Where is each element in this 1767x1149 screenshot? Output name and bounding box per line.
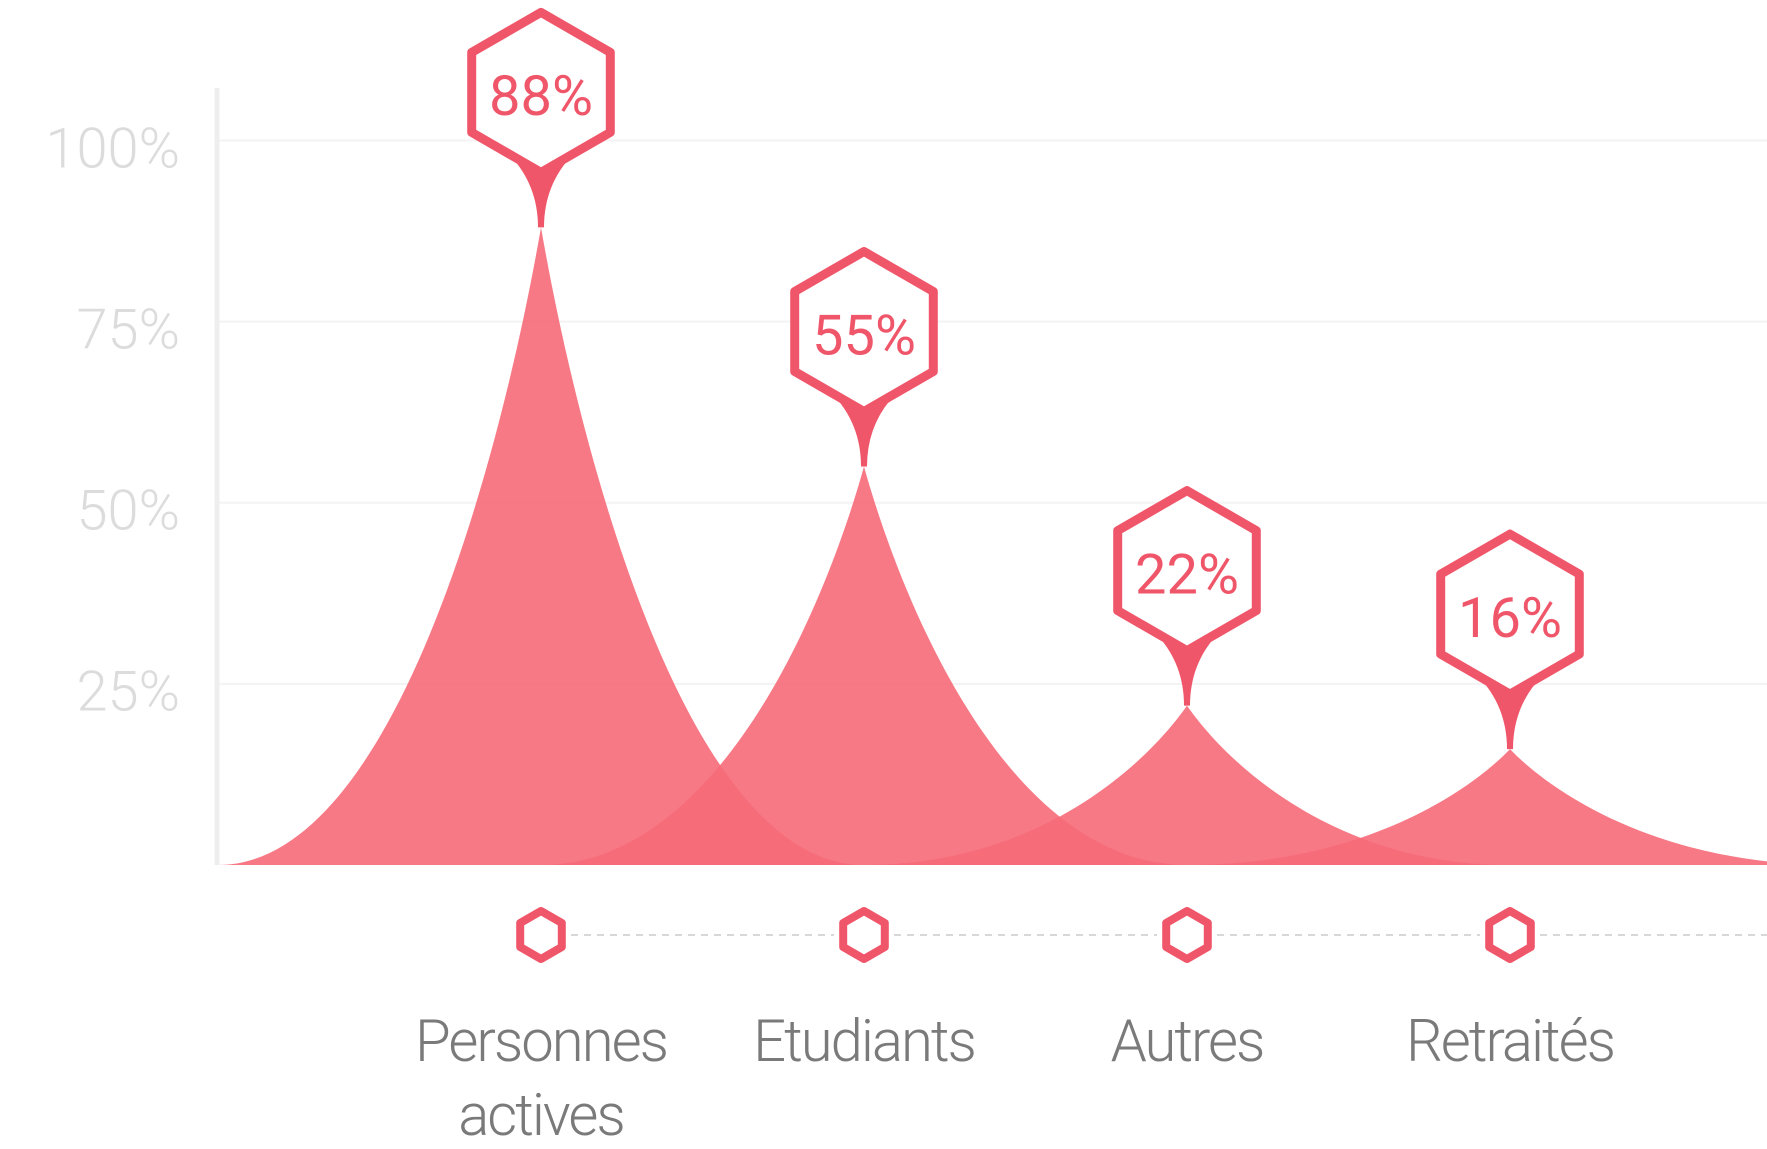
value-label: 88%: [489, 63, 593, 129]
badge: [1113, 486, 1261, 656]
value-label: 55%: [812, 302, 916, 368]
spike: [218, 227, 864, 865]
y-tick-label: 75%: [76, 296, 180, 362]
y-tick-label: 25%: [76, 659, 180, 725]
badge: [790, 247, 938, 416]
x-tick-label: Etudiants: [753, 1008, 977, 1076]
value-label: 22%: [1135, 541, 1239, 607]
badge-neck: [832, 393, 896, 467]
spike: [864, 705, 1510, 865]
badge-neck: [509, 154, 573, 228]
y-tick-label: 50%: [76, 478, 180, 544]
x-tick-label: Retraités: [1405, 1008, 1616, 1076]
x-tick-label: Autres: [1110, 1008, 1266, 1076]
y-tick-label: 100%: [45, 115, 180, 181]
x-tick-label: Personnes actives: [415, 1008, 669, 1149]
spike: [541, 466, 1187, 865]
category-marker: [516, 907, 566, 963]
category-marker: [839, 907, 889, 963]
category-marker: [1485, 907, 1535, 963]
category-marker: [1162, 907, 1212, 963]
badge-neck: [1155, 632, 1219, 706]
badge: [1436, 529, 1584, 699]
badge-neck: [1478, 676, 1542, 750]
value-label: 16%: [1458, 585, 1562, 651]
badge: [467, 7, 615, 177]
spike: [1187, 749, 1767, 865]
